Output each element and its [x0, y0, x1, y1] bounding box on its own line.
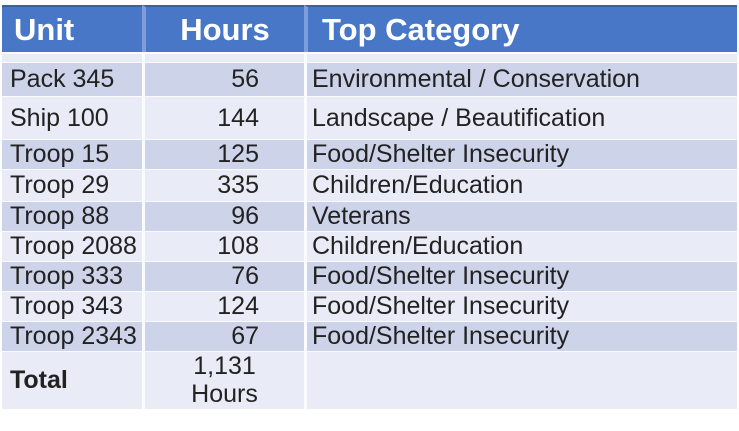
unit-cell: Troop 343: [2, 291, 142, 321]
unit-cell: Troop 2088: [2, 231, 142, 261]
unit-cell: Ship 100: [2, 96, 142, 139]
unit-cell: Pack 345: [2, 62, 142, 96]
table-row: Ship 100 144 Landscape / Beautification: [2, 96, 737, 139]
spacer-cell: [142, 52, 304, 62]
hours-cell: 96: [142, 201, 304, 231]
unit-cell: Troop 88: [2, 201, 142, 231]
unit-cell: Troop 333: [2, 261, 142, 291]
table-row: Troop 2088 108 Children/Education: [2, 231, 737, 261]
category-cell: Food/Shelter Insecurity: [304, 261, 737, 291]
unit-cell: Troop 29: [2, 169, 142, 201]
hours-cell: 335: [142, 169, 304, 201]
hours-cell: 1,131 Hours: [142, 351, 304, 409]
table-row: Pack 345 56 Environmental / Conservation: [2, 62, 737, 96]
column-header-hours: Hours: [142, 5, 304, 52]
table-row: Troop 15 125 Food/Shelter Insecurity: [2, 139, 737, 169]
category-cell: Food/Shelter Insecurity: [304, 321, 737, 351]
table-row: Troop 29 335 Children/Education: [2, 169, 737, 201]
unit-cell: Troop 2343: [2, 321, 142, 351]
hours-cell: 144: [142, 96, 304, 139]
spacer-row: [2, 52, 737, 62]
category-cell: Environmental / Conservation: [304, 62, 737, 96]
hours-cell: 76: [142, 261, 304, 291]
unit-cell: Total: [2, 351, 142, 409]
hours-cell: 124: [142, 291, 304, 321]
category-cell: Veterans: [304, 201, 737, 231]
table-row: Troop 88 96 Veterans: [2, 201, 737, 231]
category-cell: [304, 351, 737, 409]
hours-cell: 108: [142, 231, 304, 261]
category-cell: Children/Education: [304, 231, 737, 261]
category-cell: Food/Shelter Insecurity: [304, 139, 737, 169]
hours-cell: 67: [142, 321, 304, 351]
hours-cell: 56: [142, 62, 304, 96]
unit-cell: Troop 15: [2, 139, 142, 169]
total-row: Total 1,131 Hours: [2, 351, 737, 409]
table-row: Troop 333 76 Food/Shelter Insecurity: [2, 261, 737, 291]
spacer-cell: [304, 52, 737, 62]
unit-hours-table: Unit Hours Top Category Pack 345 56 Enviro…: [2, 5, 737, 409]
category-cell: Landscape / Beautification: [304, 96, 737, 139]
column-header-top-category: Top Category: [304, 5, 737, 52]
category-cell: Food/Shelter Insecurity: [304, 291, 737, 321]
hours-cell: 125: [142, 139, 304, 169]
header-row: Unit Hours Top Category: [2, 5, 737, 52]
column-header-unit: Unit: [2, 5, 142, 52]
category-cell: Children/Education: [304, 169, 737, 201]
table-row: Troop 2343 67 Food/Shelter Insecurity: [2, 321, 737, 351]
table-row: Troop 343 124 Food/Shelter Insecurity: [2, 291, 737, 321]
spacer-cell: [2, 52, 142, 62]
